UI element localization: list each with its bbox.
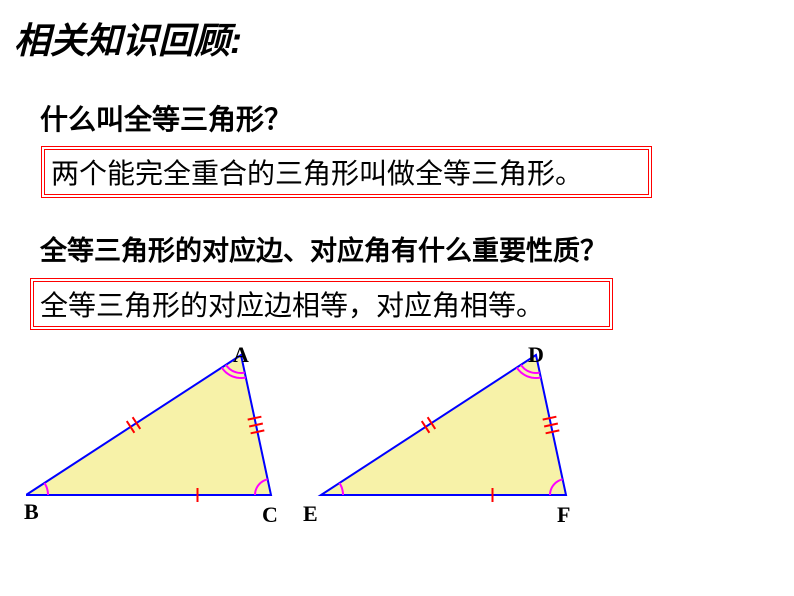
answer-2-text: 全等三角形的对应边相等，对应角相等。 (40, 284, 544, 324)
vertex-label-c: C (262, 502, 278, 528)
triangles-svg (26, 340, 626, 540)
vertex-label-a: A (233, 342, 249, 368)
question-2: 全等三角形的对应边、对应角有什么重要性质？ (40, 229, 607, 268)
vertex-label-d: D (528, 342, 544, 368)
page-title: 相关知识回顾: (14, 12, 242, 64)
question-1: 什么叫全等三角形？ (40, 98, 292, 138)
triangles-diagram (26, 340, 626, 540)
answer-1-text: 两个能完全重合的三角形叫做全等三角形。 (51, 152, 583, 192)
vertex-label-f: F (557, 502, 570, 528)
vertex-label-b: B (24, 499, 39, 525)
title-text: 相关知识回顾: (14, 20, 242, 61)
answer-box-2: 全等三角形的对应边相等，对应角相等。 (30, 278, 613, 330)
answer-box-1: 两个能完全重合的三角形叫做全等三角形。 (41, 146, 652, 198)
vertex-label-e: E (303, 501, 318, 527)
